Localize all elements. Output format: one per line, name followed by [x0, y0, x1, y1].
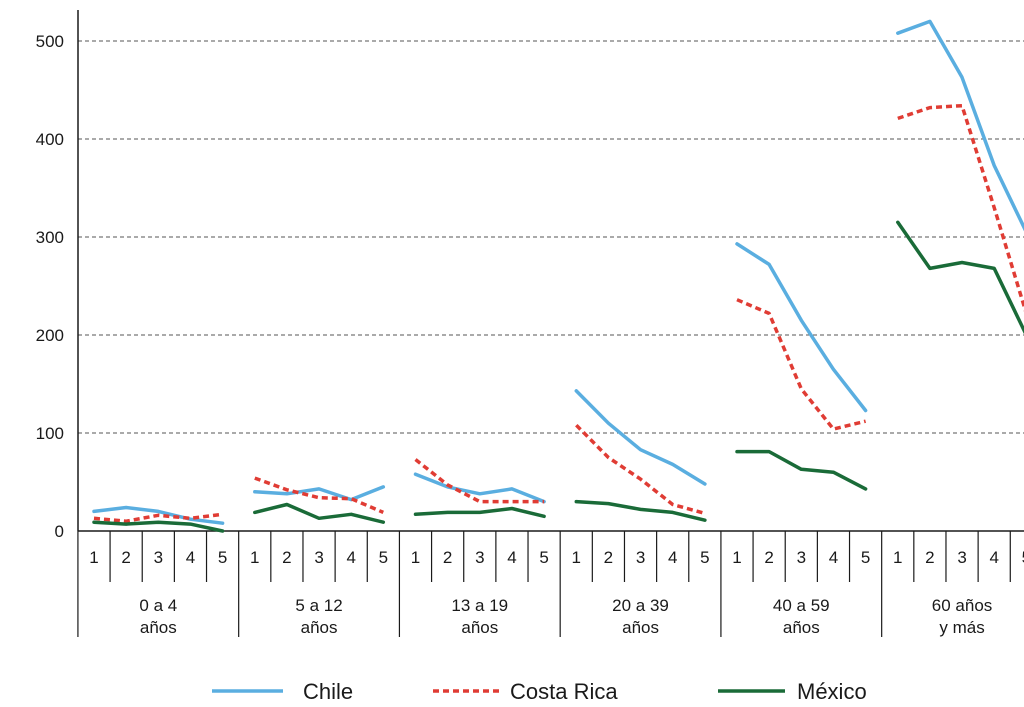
x-tick-label: 5 [218, 548, 227, 567]
x-tick-label: 2 [925, 548, 934, 567]
y-tick-label: 100 [36, 424, 64, 443]
x-tick-label: 3 [957, 548, 966, 567]
series-line-segment [897, 103, 1024, 312]
x-tick-label: 3 [636, 548, 645, 567]
y-tick-label: 300 [36, 228, 64, 247]
series-line-segment [92, 520, 225, 533]
series-line-segment [253, 502, 386, 524]
x-group-label: 40 a 59 [773, 596, 830, 615]
series-méxico [92, 220, 1024, 533]
x-tick-label: 4 [668, 548, 677, 567]
x-tick-label: 4 [186, 548, 195, 567]
x-group-label: años [301, 618, 338, 637]
x-group-label: 5 a 12 [295, 596, 342, 615]
x-tick-label: 2 [443, 548, 452, 567]
series-line-segment [253, 485, 386, 502]
x-tick-label: 5 [1022, 548, 1024, 567]
series-line-segment [413, 506, 546, 519]
series-line-segment [896, 19, 1024, 232]
y-axis: 0 100 200 300 400 500 [36, 10, 79, 541]
series-line-segment [574, 499, 707, 522]
series-line-segment [735, 449, 868, 491]
x-tick-label: 2 [604, 548, 613, 567]
x-tick-label: 1 [732, 548, 741, 567]
x-tick-label: 3 [475, 548, 484, 567]
series-lines [92, 19, 1024, 533]
x-tick-label: 1 [250, 548, 259, 567]
x-group-label: años [783, 618, 820, 637]
x-group-label: 13 a 19 [451, 596, 508, 615]
x-tick-label: 2 [764, 548, 773, 567]
series-line-segment [896, 220, 1024, 335]
series-line-segment [736, 298, 867, 431]
series-line-segment [413, 472, 546, 504]
x-group-label: años [140, 618, 177, 637]
y-tick-label: 0 [55, 522, 64, 541]
x-tick-label: 1 [89, 548, 98, 567]
x-axis: 1 2 3 4 5 0 a 4 años 1 2 3 4 5 5 a 12 años 1 2 3 4 5 13 a 1… [77, 530, 1024, 637]
gridlines [78, 40, 1024, 434]
x-tick-label: 4 [507, 548, 516, 567]
series-line-segment [575, 423, 706, 516]
x-tick-label: 5 [700, 548, 709, 567]
x-tick-label: 3 [154, 548, 163, 567]
legend-label: Costa Rica [510, 679, 618, 704]
x-tick-label: 3 [314, 548, 323, 567]
x-tick-label: 3 [797, 548, 806, 567]
legend: Chile Costa Rica México [212, 679, 867, 704]
y-tick-label: 500 [36, 32, 64, 51]
series-line-segment [93, 512, 223, 523]
series-line-segment [92, 505, 225, 525]
x-group-label: y más [939, 618, 984, 637]
x-tick-label: 5 [861, 548, 870, 567]
legend-label: México [797, 679, 867, 704]
series-costa-rica [93, 103, 1024, 523]
series-line-segment [414, 458, 545, 504]
x-group-label: 20 a 39 [612, 596, 669, 615]
series-line-segment [735, 242, 868, 413]
x-tick-label: 1 [893, 548, 902, 567]
series-line-segment [254, 476, 384, 515]
x-tick-label: 1 [411, 548, 420, 567]
x-tick-label: 5 [539, 548, 548, 567]
x-tick-label: 4 [346, 548, 355, 567]
x-tick-label: 4 [829, 548, 838, 567]
x-tick-label: 2 [121, 548, 130, 567]
y-tick-label: 400 [36, 130, 64, 149]
x-tick-label: 5 [379, 548, 388, 567]
series-line-segment [574, 389, 707, 486]
x-tick-label: 1 [572, 548, 581, 567]
y-tick-label: 200 [36, 326, 64, 345]
x-group-label: 0 a 4 [139, 596, 177, 615]
x-tick-label: 2 [282, 548, 291, 567]
x-group-label: años [461, 618, 498, 637]
series-chile [92, 19, 1024, 525]
x-group-label: años [622, 618, 659, 637]
x-group-label: 60 años [932, 596, 993, 615]
x-tick-label: 4 [989, 548, 998, 567]
legend-label: Chile [303, 679, 353, 704]
